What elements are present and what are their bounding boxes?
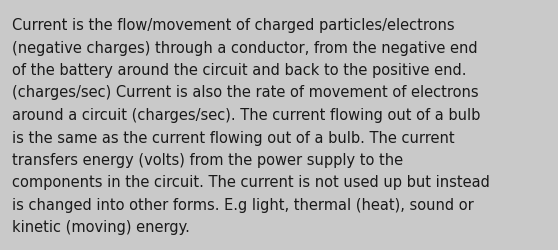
Text: is changed into other forms. E.g light, thermal (heat), sound or: is changed into other forms. E.g light, … <box>12 197 474 212</box>
Text: of the battery around the circuit and back to the positive end.: of the battery around the circuit and ba… <box>12 63 466 78</box>
Text: around a circuit (charges/sec). The current flowing out of a bulb: around a circuit (charges/sec). The curr… <box>12 108 480 122</box>
Text: components in the circuit. The current is not used up but instead: components in the circuit. The current i… <box>12 175 490 190</box>
Text: is the same as the current flowing out of a bulb. The current: is the same as the current flowing out o… <box>12 130 455 145</box>
Text: (charges/sec) Current is also the rate of movement of electrons: (charges/sec) Current is also the rate o… <box>12 85 479 100</box>
Text: (negative charges) through a conductor, from the negative end: (negative charges) through a conductor, … <box>12 40 478 55</box>
Text: transfers energy (volts) from the power supply to the: transfers energy (volts) from the power … <box>12 152 403 167</box>
Text: kinetic (moving) energy.: kinetic (moving) energy. <box>12 220 190 234</box>
Text: Current is the flow/movement of charged particles/electrons: Current is the flow/movement of charged … <box>12 18 455 33</box>
